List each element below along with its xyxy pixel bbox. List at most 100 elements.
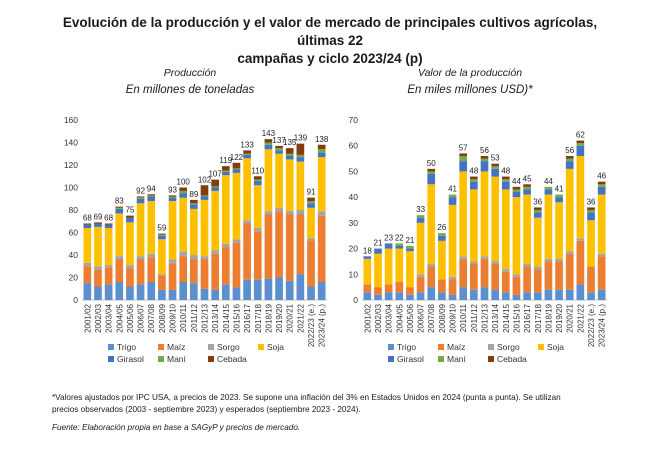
bar-total-label: 44: [512, 177, 521, 186]
bar-segment-cebada: [427, 168, 436, 172]
bar-total-label: 23: [384, 233, 393, 242]
bar-segment-girasol: [243, 154, 251, 159]
bar-segment-mani: [427, 171, 436, 174]
bar-total-label: 44: [544, 177, 553, 186]
bar-segment-mani: [448, 194, 457, 198]
bar-segment-girasol: [533, 212, 542, 218]
legend-swatch: [488, 344, 494, 350]
bar-segment-maiz: [158, 275, 166, 290]
bar-segment-trigo: [395, 292, 404, 300]
bar-segment-girasol: [501, 181, 510, 190]
bar-segment-cebada: [565, 156, 574, 159]
bar-segment-trigo: [363, 292, 372, 300]
legend-swatch: [208, 356, 214, 362]
x-tick-label: 2008/09: [158, 303, 167, 332]
bar-segment-sorgo: [136, 256, 145, 260]
x-tick-label: 2002/03: [94, 303, 103, 332]
x-tick-label: 2019/20: [555, 303, 564, 332]
bar-segment-mani: [576, 143, 585, 146]
bar-segment-soja: [200, 199, 209, 257]
bar-segment-sorgo: [491, 261, 499, 264]
y-tick-label: 0: [73, 295, 78, 305]
bar-segment-maiz: [427, 266, 436, 288]
bar-segment-maiz: [597, 256, 606, 290]
bar-segment-mani: [438, 233, 446, 236]
footnote-line-1: *Valores ajustados por IPC USA, a precio…: [52, 393, 561, 402]
bar-segment-soja: [597, 194, 606, 254]
bar-total-label: 26: [437, 223, 446, 232]
bar-segment-cebada: [83, 223, 92, 225]
bar-total-label: 21: [374, 239, 383, 248]
bar-segment-girasol: [587, 212, 595, 221]
bar-segment-sorgo: [221, 243, 230, 248]
bar-segment-girasol: [523, 189, 531, 195]
bar-segment-trigo: [307, 286, 315, 300]
bar-segment-trigo: [438, 292, 446, 300]
bar-segment-girasol: [168, 197, 177, 201]
bar-segment-soja: [523, 194, 531, 264]
bar-segment-cebada: [200, 185, 209, 196]
x-tick-label: 2008/09: [438, 303, 447, 332]
bar-segment-sorgo: [427, 264, 436, 267]
bar-segment-soja: [470, 189, 478, 262]
bar-segment-cebada: [232, 162, 241, 169]
bar-segment-mani: [459, 156, 468, 162]
bar-segment-sorgo: [158, 274, 166, 276]
bar-segment-trigo: [416, 292, 425, 300]
bar-segment-sorgo: [307, 238, 315, 241]
legend-swatch: [488, 356, 494, 362]
x-tick-label: 2001/02: [363, 303, 372, 332]
bar-segment-soja: [501, 189, 510, 270]
bar-segment-maiz: [126, 268, 134, 287]
bar-segment-girasol: [147, 196, 156, 201]
legend-swatch: [208, 344, 214, 350]
bar-segment-maiz: [438, 279, 446, 293]
bar-segment-trigo: [126, 286, 134, 300]
bar-segment-soja: [544, 194, 553, 259]
x-tick-label: 2011/12: [190, 303, 199, 332]
bar-segment-sorgo: [104, 265, 113, 268]
bar-segment-trigo: [83, 283, 92, 301]
y-tick-label: 80: [69, 205, 79, 215]
bar-segment-maiz: [448, 279, 457, 295]
bar-segment-trigo: [158, 289, 166, 301]
x-tick-label: 2013/14: [491, 303, 500, 332]
bar-segment-trigo: [576, 284, 585, 300]
bar-segment-mani: [264, 142, 273, 145]
y-tick-label: 30: [349, 218, 359, 228]
bar-total-label: 93: [168, 185, 177, 194]
bar-segment-girasol: [374, 248, 382, 254]
bar-segment-sorgo: [285, 211, 294, 215]
bar-segment-mani: [211, 186, 219, 188]
bar-segment-mani: [221, 170, 230, 172]
bar-segment-trigo: [296, 274, 305, 301]
bar-total-label: 92: [136, 187, 145, 196]
bar-segment-maiz: [374, 287, 382, 295]
bar-segment-maiz: [232, 242, 241, 288]
bar-segment-girasol: [221, 171, 230, 176]
bar-segment-girasol: [179, 193, 188, 198]
bar-total-label: 48: [501, 167, 510, 176]
bar-segment-girasol: [158, 235, 166, 240]
bar-segment-sorgo: [448, 276, 457, 280]
y-tick-label: 100: [64, 183, 78, 193]
bar-segment-mani: [544, 186, 553, 190]
bar-segment-cebada: [459, 153, 468, 156]
bar-segment-mani: [470, 179, 478, 182]
x-tick-label: 2018/19: [264, 303, 273, 332]
bar-segment-maiz: [363, 284, 372, 293]
bar-segment-mani: [317, 149, 326, 153]
bar-segment-mani: [587, 210, 595, 213]
bar-segment-girasol: [470, 181, 478, 190]
x-tick-label: 2021/22: [576, 303, 585, 332]
bar-total-label: 36: [533, 197, 542, 206]
bar-segment-trigo: [406, 294, 414, 300]
x-tick-label: 2016/17: [243, 303, 252, 332]
bar-segment-soja: [363, 258, 372, 285]
bar-segment-maiz: [459, 258, 468, 288]
bar-segment-soja: [512, 197, 521, 275]
bar-segment-girasol: [83, 224, 92, 229]
x-tick-label: 2013/14: [211, 303, 220, 332]
bar-segment-mani: [275, 148, 283, 151]
bar-segment-girasol: [448, 197, 457, 205]
